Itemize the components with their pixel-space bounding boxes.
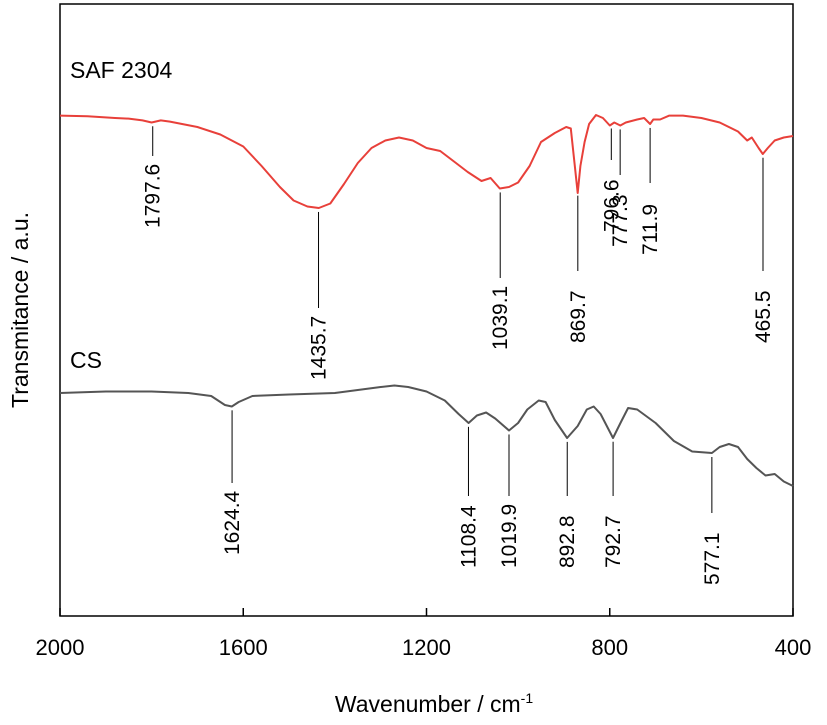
- peak-label: 711.9: [639, 204, 662, 255]
- series-name-label: CS: [70, 347, 102, 373]
- peak-label: 777.3: [609, 194, 632, 247]
- series-line-0: [59, 114, 794, 209]
- x-axis-ticks: 2000 1600 1200 800 400: [36, 608, 812, 660]
- x-axis-label-main: Wavenumber / cm: [335, 691, 521, 717]
- series-name-label: SAF 2304: [70, 57, 172, 83]
- series-layer: SAF 2304 CS: [59, 57, 794, 487]
- peak-label: 792.7: [602, 515, 625, 568]
- x-axis-label-superscript: -1: [521, 690, 534, 706]
- x-tick-label: 1600: [219, 635, 268, 660]
- peak-label: 796.6: [600, 179, 623, 232]
- peak-label: 1108.4: [458, 505, 481, 568]
- peak-label: 1019.9: [498, 504, 521, 568]
- peak-label: 1797.6: [142, 164, 165, 228]
- x-tick-label: 2000: [36, 635, 85, 660]
- peak-label: 869.7: [567, 290, 590, 343]
- peak-label: 892.8: [556, 515, 579, 568]
- x-tick-label: 800: [591, 635, 628, 660]
- peak-label: 1039.1: [489, 286, 512, 350]
- x-tick-label: 400: [775, 635, 812, 660]
- peak-label: 1435.7: [308, 316, 331, 380]
- peak-label: 465.5: [752, 290, 775, 343]
- peak-label: 577.1: [701, 532, 724, 585]
- x-axis-label: Wavenumber / cm-1: [335, 690, 533, 717]
- y-axis-label: Transmitance / a.u.: [7, 212, 33, 408]
- x-tick-label: 1200: [402, 635, 451, 660]
- series-line-1: [59, 384, 794, 487]
- peak-label: 1624.4: [221, 490, 244, 555]
- plot-frame: [59, 3, 794, 617]
